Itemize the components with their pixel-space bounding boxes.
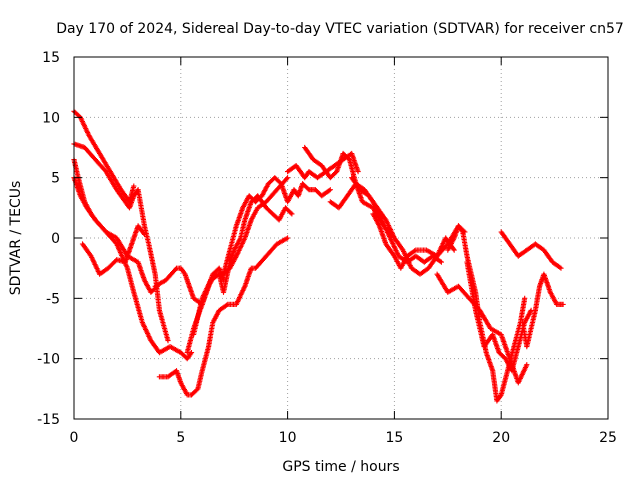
x-tick-label: 15: [385, 430, 403, 446]
y-tick-label: 0: [51, 231, 60, 247]
x-tick-label: 10: [279, 430, 297, 446]
axis-ticks: [73, 56, 609, 420]
y-tick-label: 15: [42, 50, 60, 66]
x-tick-label: 5: [176, 430, 185, 446]
y-tick-labels: -15 -10 -5 0 5 10 15: [37, 50, 60, 428]
data-series-track-10: [220, 175, 333, 277]
y-axis-label: SDTVAR / TECUs: [8, 181, 24, 296]
y-tick-label: -15: [37, 412, 60, 428]
data-series-track-8: [184, 175, 291, 356]
data-series-track-20: [520, 271, 566, 350]
x-tick-label: 20: [492, 430, 510, 446]
x-tick-labels: 0 5 10 15 20 25: [70, 430, 617, 446]
data-series-layer: [71, 108, 566, 404]
data-series-track-5: [79, 223, 148, 277]
x-tick-label: 25: [599, 430, 617, 446]
y-tick-label: -5: [46, 291, 60, 307]
x-tick-label: 0: [70, 430, 79, 446]
y-tick-label: 10: [42, 110, 60, 126]
data-series-track-7: [156, 235, 291, 398]
y-tick-label: -10: [37, 352, 60, 368]
data-series-track-19: [498, 229, 564, 271]
y-tick-label: 5: [51, 171, 60, 187]
x-axis-label: GPS time / hours: [282, 459, 399, 475]
chart-title: Day 170 of 2024, Sidereal Day-to-day VTE…: [56, 21, 624, 37]
